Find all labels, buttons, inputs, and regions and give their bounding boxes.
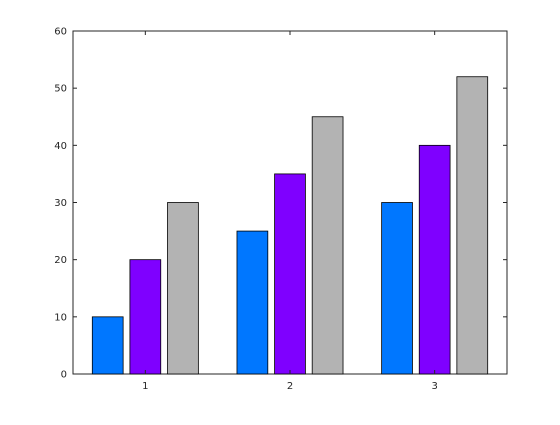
bar-series-3-cat-2 — [311, 116, 344, 375]
y-tick-label: 30 — [54, 198, 67, 209]
bar-series-1-cat-3 — [381, 202, 413, 375]
bar-series-3-cat-3 — [456, 76, 489, 375]
y-tick-label: 10 — [54, 312, 67, 323]
bar-series-2-cat-3 — [418, 144, 451, 375]
bar-series-2-cat-1 — [129, 259, 162, 375]
bar-series-1-cat-2 — [236, 230, 269, 375]
bar-series-1-cat-1 — [91, 316, 124, 375]
y-tick-label: 60 — [54, 27, 67, 38]
x-tick-label: 3 — [431, 381, 437, 392]
y-tick-label: 40 — [54, 141, 67, 152]
y-tick-label: 0 — [61, 370, 67, 381]
y-tick-label: 50 — [54, 84, 67, 95]
y-tick-label: 20 — [54, 255, 67, 266]
bar-series-2-cat-2 — [274, 173, 306, 375]
plot-area: 0 10 20 30 40 50 60 1 2 3 — [54, 27, 508, 392]
x-tick-label: 1 — [142, 381, 148, 392]
bar-series-3-cat-1 — [167, 202, 199, 375]
x-tick-label: 2 — [287, 381, 293, 392]
